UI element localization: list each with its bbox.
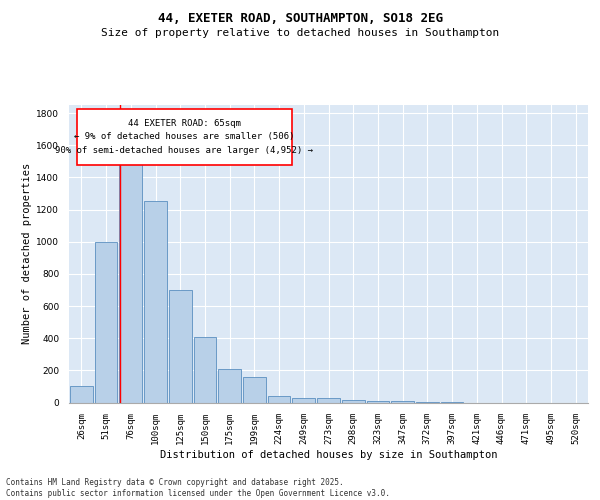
Bar: [70, 386, 93, 402]
Bar: [342, 400, 365, 402]
Text: Size of property relative to detached houses in Southampton: Size of property relative to detached ho…: [101, 28, 499, 38]
Bar: [317, 398, 340, 402]
Bar: [391, 401, 414, 402]
Y-axis label: Number of detached properties: Number of detached properties: [22, 163, 32, 344]
Text: 44, EXETER ROAD, SOUTHAMPTON, SO18 2EG: 44, EXETER ROAD, SOUTHAMPTON, SO18 2EG: [157, 12, 443, 26]
Bar: [367, 401, 389, 402]
Bar: [95, 242, 118, 402]
Bar: [268, 396, 290, 402]
Bar: [292, 398, 315, 402]
Bar: [218, 368, 241, 402]
Bar: [119, 162, 142, 402]
Text: 44 EXETER ROAD: 65sqm
← 9% of detached houses are smaller (506)
90% of semi-deta: 44 EXETER ROAD: 65sqm ← 9% of detached h…: [55, 120, 313, 154]
Bar: [243, 377, 266, 402]
FancyBboxPatch shape: [77, 110, 292, 164]
Bar: [144, 202, 167, 402]
Text: Contains HM Land Registry data © Crown copyright and database right 2025.
Contai: Contains HM Land Registry data © Crown c…: [6, 478, 390, 498]
Bar: [169, 290, 191, 403]
Bar: [194, 338, 216, 402]
X-axis label: Distribution of detached houses by size in Southampton: Distribution of detached houses by size …: [160, 450, 497, 460]
